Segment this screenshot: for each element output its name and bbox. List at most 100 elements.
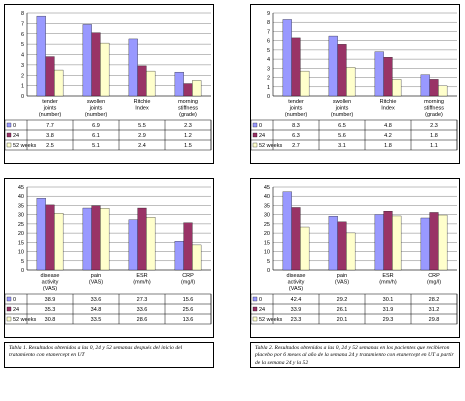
data-table-value: 6.1: [92, 133, 100, 139]
bar-series-0: [128, 219, 138, 271]
legend-label: 52 weeks: [259, 143, 282, 149]
bar-series-1: [291, 37, 301, 97]
x-tick-label: (number): [285, 112, 307, 118]
bar-series-1: [183, 83, 193, 97]
bar-series-2: [100, 208, 110, 271]
y-tick-label: 20: [18, 231, 24, 237]
bar-series-2: [146, 217, 156, 271]
data-table-value: 5.6: [338, 133, 346, 139]
y-tick-label: 7: [21, 21, 24, 27]
bar-series-0: [328, 215, 338, 271]
bar-series-1: [337, 221, 347, 271]
data-table-value: 28.2: [429, 297, 440, 303]
y-tick-label: 45: [18, 185, 24, 191]
x-tick-label: (VAS): [89, 280, 103, 286]
y-tick-label: 30: [264, 213, 270, 219]
legend-label: 24: [259, 307, 265, 313]
x-tick-label: Index: [135, 106, 149, 112]
data-table-value: 33.5: [91, 317, 102, 323]
data-table-value: 1.1: [430, 143, 438, 149]
y-tick-label: 35: [18, 203, 24, 209]
x-tick-label: swollen: [87, 99, 105, 105]
chart-svg: 0123456789tenderjoints(number)swollenjoi…: [251, 11, 458, 151]
chart-svg: 051015202530354045diseaseactivity(VAS)pa…: [5, 185, 212, 325]
x-tick-label: (mg/l): [181, 280, 195, 286]
chart-panel-4: 0 5 10 15 20 25 30 35 40 45 disease activity (VAS) pa…: [250, 178, 460, 338]
y-tick-label: 15: [264, 240, 270, 246]
legend-label: 52 weeks: [13, 143, 36, 149]
x-tick-label: (number): [331, 112, 353, 118]
data-table-value: 5.5: [138, 123, 146, 129]
data-table-value: 5.1: [92, 143, 100, 149]
data-table-value: 31.9: [383, 307, 394, 313]
legend-label: 24: [13, 307, 19, 313]
y-tick-label: 4: [267, 57, 270, 63]
bar-series-2: [54, 213, 64, 271]
data-table-value: 33.9: [291, 307, 302, 313]
x-tick-label: (number): [85, 112, 107, 118]
x-tick-label: pain: [91, 273, 101, 279]
data-table-value: 20.1: [337, 317, 348, 323]
chart-svg: 012345678tenderjoints(number)swollenjoin…: [5, 11, 212, 151]
y-tick-label: 45: [264, 185, 270, 191]
y-tick-label: 1: [21, 84, 24, 90]
bar-series-1: [91, 32, 101, 97]
x-tick-label: activity: [288, 280, 305, 286]
legend-label: 0: [13, 123, 16, 129]
x-tick-label: activity: [42, 280, 59, 286]
data-table-value: 2.3: [184, 123, 192, 129]
x-tick-label: (number): [39, 112, 61, 118]
bar-series-0: [36, 15, 46, 97]
data-table-value: 25.6: [183, 307, 194, 313]
y-tick-label: 1: [267, 85, 270, 91]
bar-series-0: [82, 207, 92, 271]
x-tick-label: disease: [287, 273, 306, 279]
x-tick-label: stiffness: [424, 106, 444, 112]
bar-series-0: [420, 217, 430, 271]
data-table-value: 2.9: [138, 133, 146, 139]
bar-series-2: [192, 80, 202, 97]
y-tick-label: 6: [267, 39, 270, 45]
data-table-value: 3.8: [46, 133, 54, 139]
x-tick-label: Index: [381, 106, 395, 112]
y-tick-label: 6: [21, 32, 24, 38]
bar-series-2: [146, 70, 156, 97]
legend-label: 24: [13, 133, 19, 139]
y-tick-label: 8: [21, 11, 24, 17]
data-table-value: 1.5: [184, 143, 192, 149]
y-tick-label: 5: [267, 259, 270, 265]
table-caption-1: Tabla 1. Resultados obtenidos a las 0, 2…: [4, 342, 214, 368]
bar-series-1: [383, 211, 393, 271]
x-tick-label: (grade): [179, 112, 197, 118]
data-table-value: 15.6: [183, 297, 194, 303]
data-table-value: 1.2: [184, 133, 192, 139]
y-tick-label: 10: [18, 250, 24, 256]
legend-label: 0: [13, 297, 16, 303]
bar-series-1: [383, 57, 393, 97]
bar-series-2: [438, 85, 448, 97]
x-tick-label: (mm/h): [379, 280, 397, 286]
x-tick-label: (VAS): [43, 286, 57, 292]
data-table-value: 23.3: [291, 317, 302, 323]
data-table-value: 28.6: [137, 317, 148, 323]
chart-svg: 051015202530354045diseaseactivity(VAS)pa…: [251, 185, 458, 325]
legend-swatch: [6, 306, 12, 312]
y-tick-label: 5: [267, 48, 270, 54]
bar-series-2: [300, 70, 310, 97]
y-tick-label: 9: [267, 11, 270, 17]
bar-series-0: [374, 51, 384, 97]
y-tick-label: 25: [18, 222, 24, 228]
data-table-value: 30.8: [45, 317, 56, 323]
x-tick-label: stiffness: [178, 106, 198, 112]
bar-series-1: [137, 65, 147, 97]
data-table-value: 6.5: [338, 123, 346, 129]
data-table-value: 6.9: [92, 123, 100, 129]
table-caption-2: Tabla 2. Resultados obtenidos a las 0, 2…: [250, 342, 460, 368]
x-tick-label: CRP: [428, 273, 440, 279]
bar-series-1: [91, 205, 101, 271]
bar-series-1: [45, 56, 55, 97]
bar-series-0: [128, 38, 138, 97]
bar-series-2: [346, 67, 356, 97]
x-tick-label: ESR: [382, 273, 393, 279]
data-table-value: 31.2: [429, 307, 440, 313]
